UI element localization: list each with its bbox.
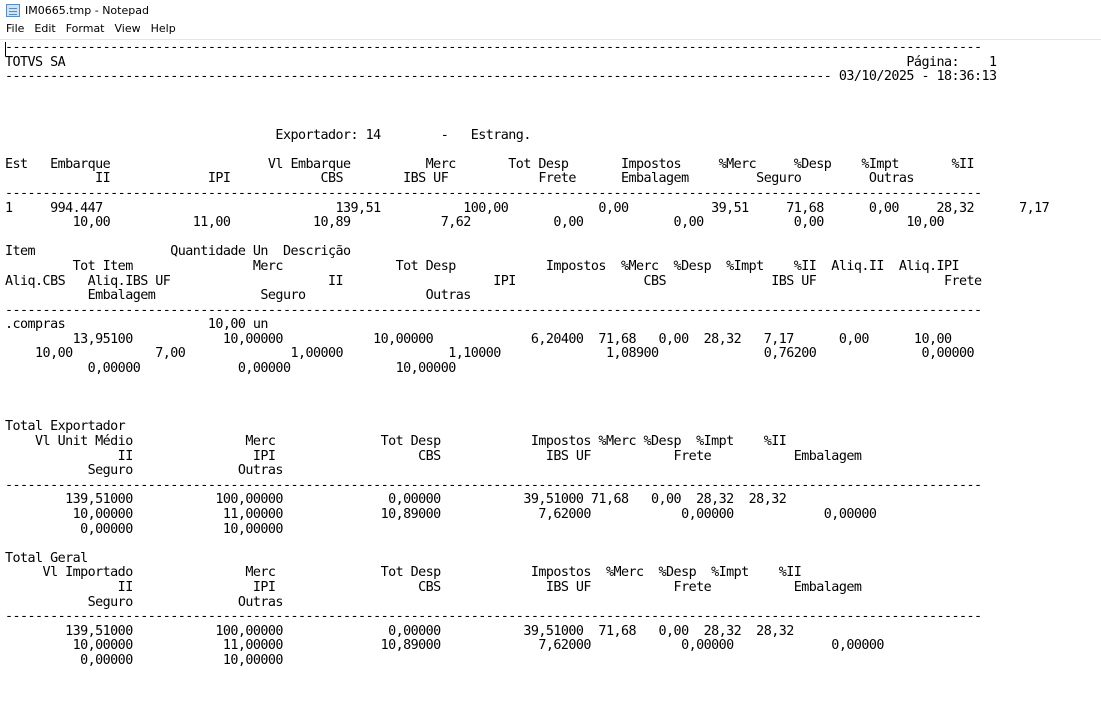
text-line: 10,00 7,00 1,00000 1,10000 1,08900 0,762… <box>5 346 975 362</box>
text-line: 139,51000 100,00000 0,00000 39,51000 71,… <box>5 492 787 508</box>
text-line: Exportador: 14 - Estrang. <box>5 127 531 143</box>
text-line: ----------------------------------------… <box>5 40 982 55</box>
text-line: Vl Unit Médio Merc Tot Desp Impostos %Me… <box>5 434 787 450</box>
text-editor-area[interactable]: ----------------------------------------… <box>0 39 1101 717</box>
text-line: ----------------------------------------… <box>5 302 982 318</box>
text-line: II IPI CBS IBS UF Frete Embalagem <box>5 448 862 464</box>
text-line: 10,00000 11,00000 10,89000 7,62000 0,000… <box>5 638 885 654</box>
text-line: Item Quantidade Un Descrição <box>5 244 351 260</box>
text-line: .compras 10,00 un <box>5 317 268 333</box>
text-line: Est Embarque Vl Embarque Merc Tot Desp I… <box>5 156 975 172</box>
text-line: ----------------------------------------… <box>5 69 997 85</box>
text-line: 0,00000 10,00000 <box>5 521 283 537</box>
text-line: II IPI CBS IBS UF Frete Embalagem Seguro… <box>5 171 914 187</box>
text-line: Total Exportador <box>5 419 126 435</box>
text-line: Seguro Outras <box>5 463 284 479</box>
menu-file[interactable]: File <box>6 22 25 35</box>
text-line: ----------------------------------------… <box>5 477 982 493</box>
text-line: 1 994.447 139,51 100,00 0,00 39,51 71,68… <box>5 200 1050 216</box>
menu-view[interactable]: View <box>114 22 141 35</box>
text-line: TOTVS SA Página: 1 <box>5 54 997 70</box>
text-line: 139,51000 100,00000 0,00000 39,51000 71,… <box>5 623 794 639</box>
text-line: 10,00000 11,00000 10,89000 7,62000 0,000… <box>5 507 877 522</box>
title-bar: IM0665.tmp - Notepad <box>0 0 1101 20</box>
text-line: Aliq.CBS Aliq.IBS UF II IPI CBS IBS UF F… <box>5 273 982 289</box>
text-line: ----------------------------------------… <box>5 609 982 625</box>
text-line: 0,00000 10,00000 <box>5 652 283 668</box>
text-line: Tot Item Merc Tot Desp Impostos %Merc %D… <box>5 258 960 274</box>
menu-bar: File Edit Format View Help <box>0 20 1101 38</box>
document-text[interactable]: ----------------------------------------… <box>5 40 1050 669</box>
text-line: 13,95100 10,00000 10,00000 6,20400 71,68… <box>5 331 952 347</box>
menu-format[interactable]: Format <box>65 22 105 35</box>
text-line: 10,00 11,00 10,89 7,62 0,00 0,00 0,00 10… <box>5 215 945 231</box>
window-title: IM0665.tmp - Notepad <box>25 3 149 17</box>
text-line: Seguro Outras <box>5 594 284 610</box>
menu-help[interactable]: Help <box>150 22 176 35</box>
notepad-icon <box>6 3 20 17</box>
menu-edit[interactable]: Edit <box>34 22 56 35</box>
text-line: Embalagem Seguro Outras <box>5 288 472 304</box>
text-line: Vl Importado Merc Tot Desp Impostos %Mer… <box>5 565 802 581</box>
text-line: Total Geral <box>5 550 88 566</box>
text-line: II IPI CBS IBS UF Frete Embalagem <box>5 579 862 595</box>
text-line: ----------------------------------------… <box>5 185 982 201</box>
text-line: 0,00000 0,00000 10,00000 <box>5 361 457 377</box>
text-caret <box>5 42 6 56</box>
